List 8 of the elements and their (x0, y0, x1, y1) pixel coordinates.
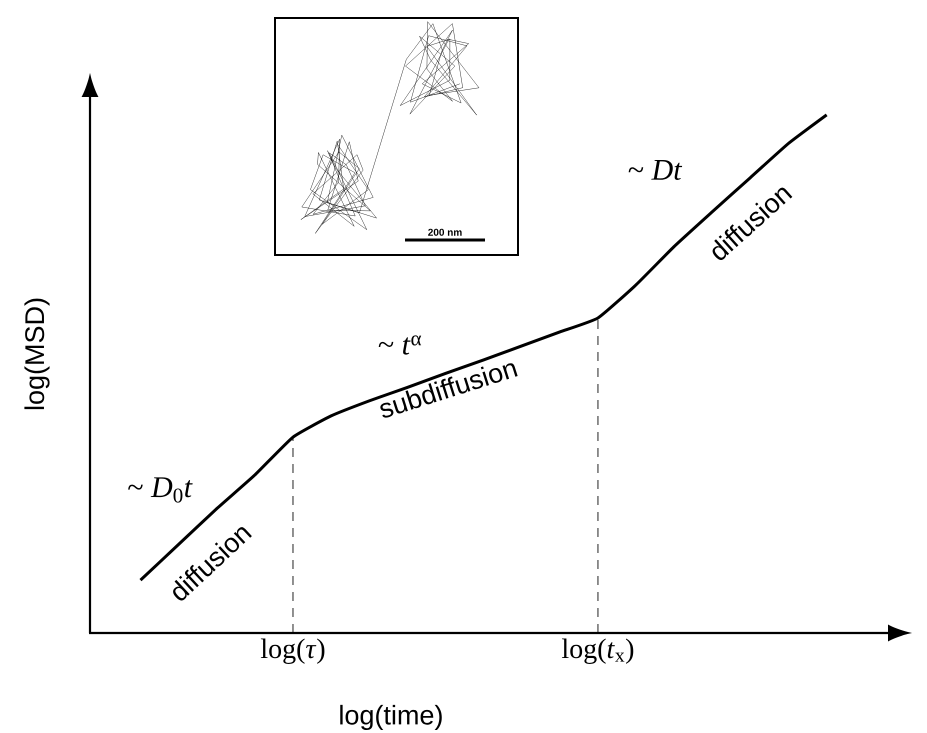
annotation: ~ t$^{α}$ (378, 335, 422, 354)
annotation: ~ Dt (628, 160, 682, 180)
annotation: 200 nm (428, 228, 462, 236)
y-axis-title: log(MSD) (24, 298, 50, 410)
x-tick-label: log(t$_{x}$) (562, 638, 634, 664)
annotation: ~ D$_{0}$t (128, 477, 193, 502)
x-axis-title: log(time) (340, 704, 442, 730)
x-tick-label: log(τ) (260, 638, 324, 664)
